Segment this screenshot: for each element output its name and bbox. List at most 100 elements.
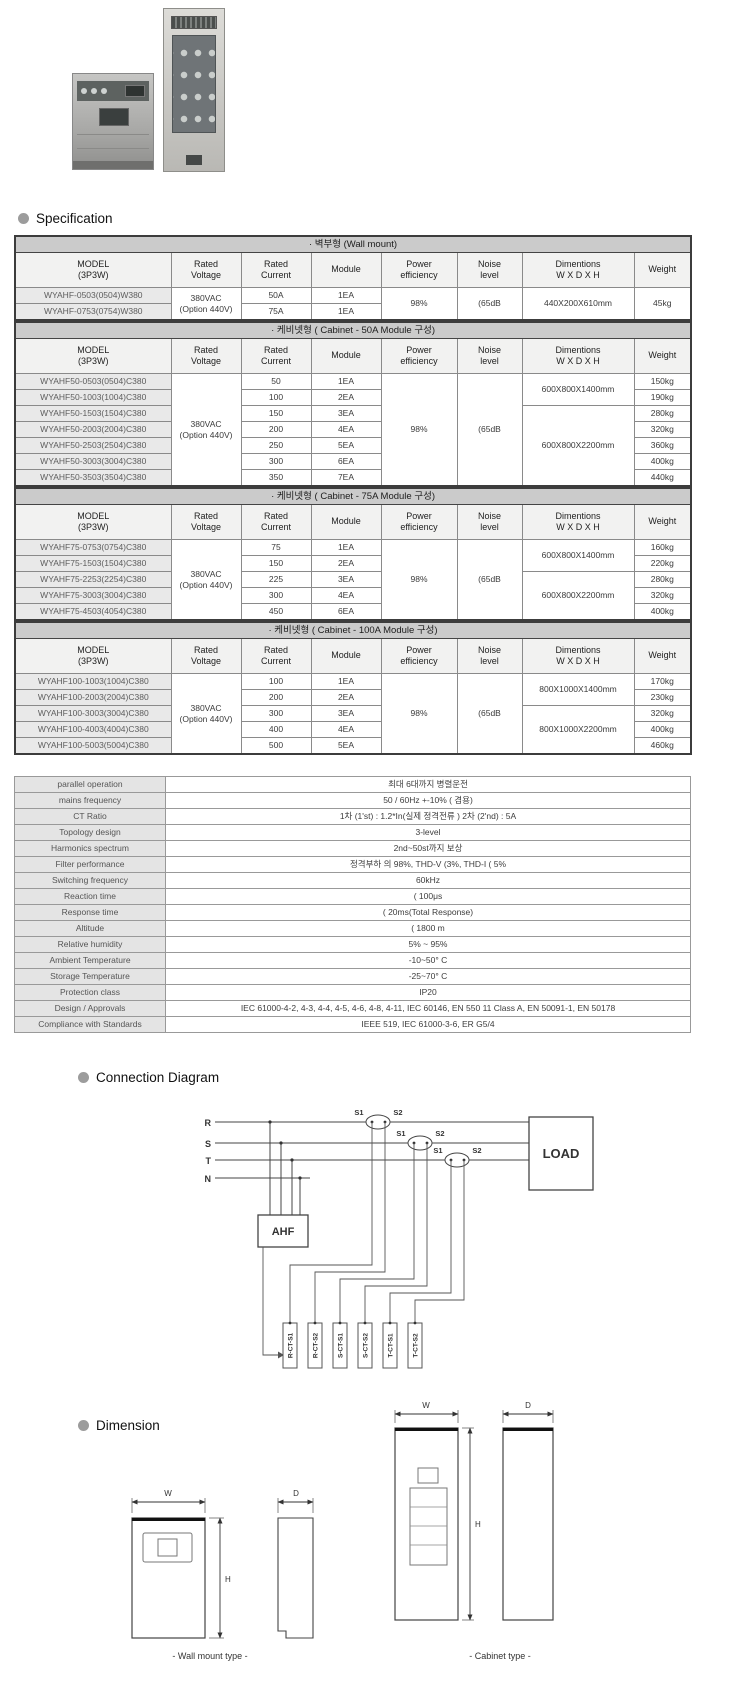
spec-row: Filter performance 정격부하 의 98%, THD-V (3%,…	[14, 856, 691, 873]
spec-label: Protection class	[14, 984, 166, 1001]
ahf-box	[257, 1214, 309, 1248]
spec-value: 3-level	[165, 824, 691, 841]
ct-t-s1-label: S1	[433, 1146, 442, 1155]
column-header-weight: Weight	[633, 338, 692, 374]
wall-mount-side-view: D	[277, 1489, 314, 1639]
weight-cell: 320kg	[633, 705, 692, 722]
module-cell: 5EA	[310, 737, 382, 755]
column-header-noise: Noise level	[456, 338, 523, 374]
spec-label: Response time	[14, 904, 166, 921]
connection-diagram-heading: Connection Diagram	[78, 1070, 219, 1085]
current-cell: 225	[240, 571, 312, 588]
module-cell: 3EA	[310, 705, 382, 722]
model-cell: WYAHF75-3003(3004)C380	[14, 587, 172, 604]
module-cell: 1EA	[310, 673, 382, 690]
column-header-voltage: Rated Voltage	[170, 504, 242, 540]
table-row: WYAHF50-1503(1504)C380 150 3EA 600X800X2…	[14, 405, 692, 487]
connection-diagram-heading-label: Connection Diagram	[96, 1070, 220, 1085]
dimentions-cell: 800X1000X1400mm	[521, 673, 635, 706]
table-row: WYAHF50-2003(2004)C380 200 4EA 320kg	[14, 421, 692, 438]
module-cell: 4EA	[310, 721, 382, 738]
table-section-row: · 케비넷형 ( Cabinet - 50A Module 구성)	[14, 322, 692, 339]
weight-cell: 170kg	[633, 673, 692, 690]
model-cell: WYAHF-0753(0754)W380	[14, 303, 172, 321]
module-cell: 2EA	[310, 555, 382, 572]
current-cell: 350	[240, 469, 312, 487]
ahf-sense-arrow	[262, 1247, 284, 1359]
column-header-efficiency: Power efficiency	[380, 338, 458, 374]
current-cell: 100	[240, 389, 312, 406]
model-cell: WYAHF50-2503(2504)C380	[14, 437, 172, 454]
spec-row: Reaction time( 100μs	[14, 888, 691, 905]
spec-label: Topology design	[14, 824, 166, 841]
section-bullet-icon	[78, 1420, 89, 1431]
column-header-model: MODEL (3P3W)	[14, 338, 172, 374]
dimentions-cell: 440X200X610mm	[521, 287, 635, 321]
spec-value: 최대 6대까지 병렬운전	[165, 776, 691, 793]
module-cell: 3EA	[310, 571, 382, 588]
table-header-row: MODEL (3P3W) Rated Voltage Rated Current…	[14, 252, 692, 288]
table-row: WYAHF-0753(0754)W380 75A 1EA	[14, 303, 691, 321]
load-label: LOAD	[543, 1146, 580, 1161]
ct-r-s2-label: S2	[393, 1108, 402, 1117]
meter-window-icon	[125, 85, 145, 97]
dimension-drawings: W H D - Wall mount type - W	[131, 1401, 554, 1661]
weight-cell: 360kg	[633, 437, 692, 454]
model-cell: WYAHF100-2003(2004)C380	[14, 689, 172, 706]
dimentions-cell: 800X1000X2200mm	[521, 705, 635, 755]
width-dim-label: W	[164, 1489, 172, 1498]
spec-row: Design / Approvals IEC 61000-4-2, 4-3, 4-…	[14, 1000, 691, 1017]
table-row: WYAHF50-0503(0504)C380 380VAC (Option 44…	[14, 373, 692, 487]
current-cell: 50	[240, 373, 312, 390]
dimension-heading-label: Dimension	[96, 1418, 160, 1433]
table-row: WYAHF75-2253(2254)C380 225 3EA 600X800X2…	[14, 571, 692, 621]
spec-value: 60kHz	[165, 872, 691, 889]
model-cell: WYAHF50-1503(1504)C380	[14, 405, 172, 422]
spec-row: parallel operation 최대 6대까지 병렬운전	[14, 776, 691, 793]
current-cell: 75A	[240, 303, 312, 321]
current-transformers	[365, 1114, 470, 1168]
spec-value: IEEE 519, IEC 61000-3-6, ER G5/4	[165, 1016, 691, 1033]
current-cell: 150	[240, 555, 312, 572]
weight-cell: 280kg	[633, 405, 692, 422]
spec-row: Ambient Temperature -10~50° C	[14, 952, 691, 969]
terminal-label: S-CT-S2	[363, 1333, 370, 1358]
spec-label: Compliance with Standards	[14, 1016, 166, 1033]
table-section-title: · 벽부형 (Wall mount)	[14, 236, 692, 253]
column-header-model: MODEL (3P3W)	[14, 252, 172, 288]
phase-label-r: R	[205, 1118, 212, 1128]
phase-label-s: S	[205, 1139, 211, 1149]
spec-label: Design / Approvals	[14, 1000, 166, 1017]
model-cell: WYAHF100-3003(3004)C380	[14, 705, 172, 722]
column-header-voltage: Rated Voltage	[170, 338, 242, 374]
table-row: WYAHF75-4503(4054)C380 450 6EA 400kg	[14, 603, 692, 621]
spec-value: 1차 (1'st) : 1.2*In(실제 정격전류 ) 2차 (2'nd) :…	[165, 808, 691, 825]
ahf-tap-lines	[269, 1122, 301, 1215]
cabinet-base-plate	[186, 155, 202, 165]
weight-cell: 150kg	[633, 373, 692, 390]
weight-cell: 190kg	[633, 389, 692, 406]
spec-value: ( 20ms(Total Response)	[165, 904, 691, 921]
wall-mount-table: · 벽부형 (Wall mount) MODEL (3P3W) Rated Vo…	[14, 235, 693, 321]
panel-seam	[77, 134, 149, 135]
spec-label: Switching frequency	[14, 872, 166, 889]
column-header-model: MODEL (3P3W)	[14, 638, 172, 674]
table-row: WYAHF75-0753(0754)C380 380VAC (Option 44…	[14, 539, 692, 621]
current-cell: 300	[240, 705, 312, 722]
terminal-label: R-CT-S2	[313, 1332, 320, 1358]
column-header-weight: Weight	[633, 504, 692, 540]
spec-value: -25~70° C	[165, 968, 691, 985]
spec-row: Compliance with Standards IEEE 519, IEC 6…	[14, 1016, 691, 1033]
table-section-row: · 벽부형 (Wall mount)	[14, 236, 692, 253]
column-header-module: Module	[310, 252, 382, 288]
column-header-efficiency: Power efficiency	[380, 252, 458, 288]
weight-cell: 230kg	[633, 689, 692, 706]
module-cell: 2EA	[310, 389, 382, 406]
section-bullet-icon	[18, 213, 29, 224]
table-row: WYAHF100-3003(3004)C380 300 3EA 800X1000…	[14, 705, 692, 755]
cabinet-100a-table: · 케비넷형 ( Cabinet - 100A Module 구성) MODEL…	[14, 621, 693, 755]
spec-label: Harmonics spectrum	[14, 840, 166, 857]
noise-cell: (65dB	[456, 673, 523, 755]
model-cell: WYAHF50-3003(3004)C380	[14, 453, 172, 470]
